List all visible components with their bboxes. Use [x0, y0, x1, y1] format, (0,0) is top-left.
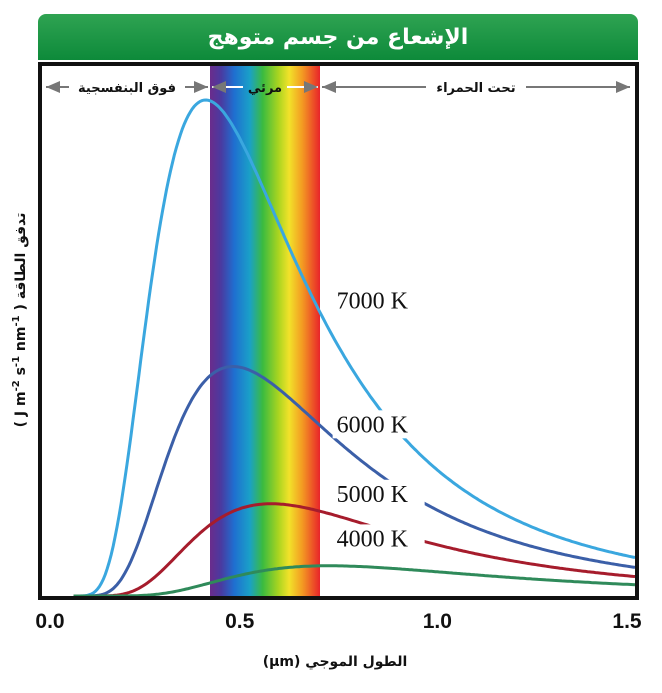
series-label-7000k: 7000 K	[337, 288, 409, 314]
band-label: فوق البنفسجية	[78, 81, 176, 96]
curves-group: 7000 K 6000 K 5000 K 4000 K	[73, 98, 636, 598]
plot-frame	[38, 62, 639, 600]
y-axis-title: تدفق الطاقة ( J m-2 s-1 nm-1 )	[11, 213, 29, 428]
series-label-5000k: 5000 K	[337, 482, 409, 508]
chart-title: الإشعاع من جسم متوهج	[38, 14, 638, 60]
x-tick-labels: 0.0 0.5 1.0 1.5	[35, 610, 642, 633]
band-label: مرئي	[248, 81, 282, 96]
series-label-4000k: 4000 K	[337, 526, 409, 552]
x-tick-label: 0.0	[35, 610, 64, 633]
x-axis-title: الطول الموجي (μm)	[263, 654, 408, 670]
band-label: تحت الحمراء	[436, 81, 515, 96]
series-label-bg-6000k	[332, 410, 425, 439]
x-tick-label: 1.5	[612, 610, 642, 633]
series-line-4000k	[73, 564, 636, 598]
series-label-bg-4000k	[332, 524, 425, 553]
series-label-6000k: 6000 K	[337, 412, 409, 438]
series-line-5000k	[73, 502, 636, 598]
x-tick-label: 1.0	[423, 610, 452, 633]
visible-spectrum-band	[210, 66, 320, 597]
series-line-7000k	[73, 98, 636, 598]
series-label-bg-5000k	[332, 479, 425, 508]
band-arrows: فوق البنفسجية مرئي تحت الحمراء	[46, 81, 630, 96]
series-line-6000k	[73, 365, 636, 598]
x-tick-label: 0.5	[225, 610, 255, 633]
series-label-bg-7000k	[332, 286, 425, 315]
